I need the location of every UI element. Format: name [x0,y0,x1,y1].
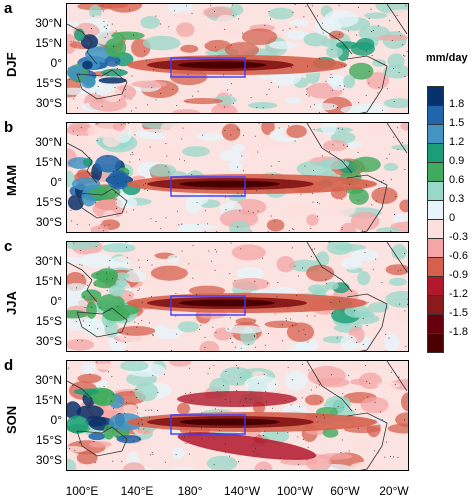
colorbar-swatch [427,143,444,163]
colorbar-tick: 1.5 [449,117,465,129]
region-box [170,414,246,435]
lon-label: 140°W [223,484,261,498]
colorbar-tick: -1.2 [449,288,468,300]
lat-label: 30°S [35,96,62,110]
colorbar-swatch [427,200,444,220]
lat-label: 30°S [35,215,62,229]
lat-label: 15°S [35,314,62,328]
season-label-jja: JJA [4,291,19,315]
colorbar-tick: -0.6 [449,250,468,262]
colorbar-swatch [427,86,444,106]
anomaly-field [67,123,408,232]
colorbar-swatch [427,181,444,201]
colorbar-tick: 1.2 [449,136,465,148]
panel-letter-d: d [4,357,14,374]
lat-label: 15°S [35,433,62,447]
panel-letter-c: c [4,238,13,255]
region-box [170,176,246,197]
colorbar-tick: -1.5 [449,307,468,319]
lat-label: 15°S [35,195,62,209]
lat-label: 30°N [35,16,62,30]
colorbar-tick: 0.6 [449,174,465,186]
colorbar-swatch [427,314,444,334]
lat-label: 15°N [35,36,62,50]
anomaly-field [67,361,408,470]
lon-label: 180° [177,484,203,498]
map-panel-mam [66,122,409,233]
anomaly-field [67,4,408,113]
lat-label: 15°S [35,76,62,90]
colorbar-title: mm/day [426,52,468,64]
lat-label: 30°S [35,334,62,348]
panel-letter-b: b [4,119,14,136]
colorbar-swatch [427,276,444,296]
lat-label: 30°N [35,254,62,268]
lat-label: 15°N [35,274,62,288]
lat-label: 15°N [35,155,62,169]
colorbar-swatch [427,238,444,258]
colorbar-swatch [427,162,444,182]
lat-label: 30°N [35,373,62,387]
lon-label: 100°E [65,484,99,498]
season-label-son: SON [4,405,19,434]
colorbar-tick: -0.9 [449,269,468,281]
lon-label: 100°W [276,484,314,498]
map-panel-djf [66,3,409,114]
colorbar-swatch [427,257,444,277]
colorbar-swatch [427,219,444,239]
region-box [170,57,246,78]
colorbar-tick: 0.3 [449,193,465,205]
lat-label: 0° [50,56,62,70]
lat-label: 0° [50,175,62,189]
season-label-mam: MAM [4,164,19,196]
lat-label: 30°S [35,453,62,467]
season-label-djf: DJF [4,52,19,77]
anomaly-field [67,242,408,351]
map-panel-jja [66,241,409,352]
map-panel-son [66,360,409,471]
colorbar-swatch [427,105,444,125]
lon-label: 20°W [379,484,409,498]
lon-label: 60°W [330,484,360,498]
colorbar-tick: -1.8 [449,326,468,338]
colorbar-tick: 0 [449,212,456,224]
colorbar-swatch [427,333,444,353]
lon-label: 140°E [120,484,154,498]
colorbar-tick: 0.9 [449,155,465,167]
lat-label: 30°N [35,135,62,149]
lat-label: 15°N [35,393,62,407]
colorbar-tick: -0.3 [449,231,468,243]
colorbar-tick: 1.8 [449,98,465,110]
lat-label: 0° [50,413,62,427]
region-box [170,295,246,316]
colorbar-swatch [427,295,444,315]
lat-label: 0° [50,294,62,308]
colorbar-swatch [427,124,444,144]
panel-letter-a: a [4,0,13,17]
